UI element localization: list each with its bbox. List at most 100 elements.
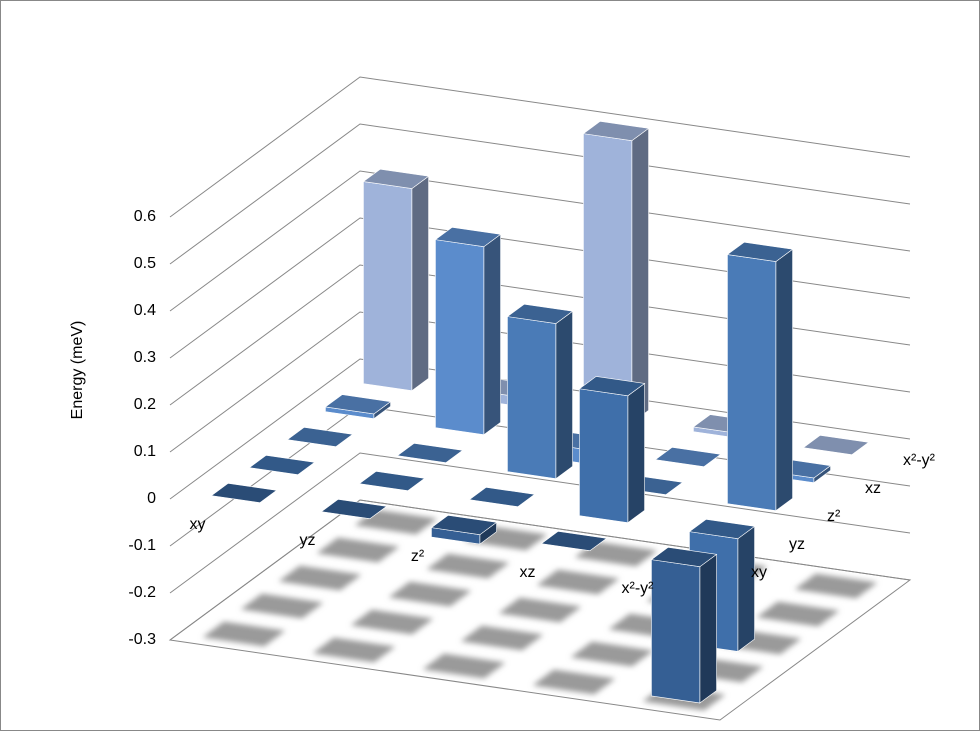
bar-top (540, 531, 608, 551)
y-tick-label: -0.3 (128, 631, 156, 648)
bar-top (210, 483, 278, 503)
bar-side (775, 248, 793, 512)
y-axis-label: Energy (meV) (69, 321, 86, 420)
bar (248, 455, 316, 475)
bar-side (555, 310, 573, 480)
y-tick-label: 0.4 (134, 302, 156, 319)
bar-front (579, 388, 629, 524)
bar-top (430, 515, 498, 535)
bar (802, 435, 870, 455)
bar-top (582, 121, 650, 141)
bar-top (362, 168, 430, 189)
bar-top (654, 447, 722, 467)
floor-shadow (312, 637, 396, 663)
bar-side (483, 233, 501, 436)
bar-side (627, 382, 645, 524)
x-tick-label: xy (190, 516, 206, 533)
floor-shadow (202, 621, 286, 647)
bar (578, 376, 646, 524)
x-tick-label: xz (520, 564, 536, 581)
bar-side (699, 553, 717, 704)
bar-front (435, 239, 485, 436)
grid-line (169, 452, 911, 594)
bar-top (324, 394, 392, 415)
bar-top (726, 241, 794, 262)
grid-line (169, 170, 911, 312)
bar-front (507, 316, 557, 480)
bar-front (363, 181, 413, 392)
bar (506, 303, 574, 480)
bar-top (802, 435, 870, 455)
grid-line (169, 76, 911, 218)
bar (362, 168, 430, 392)
bar (320, 499, 388, 519)
floor-shadow (536, 569, 620, 595)
y-tick-label: 0 (147, 490, 156, 507)
side-wall (170, 77, 360, 640)
bar-top (358, 471, 426, 491)
bar (582, 121, 650, 424)
floor-shadow (570, 641, 654, 667)
depth-tick-label: xz (865, 480, 881, 497)
bar (468, 487, 536, 507)
bar-side (737, 525, 755, 653)
floor-shadow (422, 653, 506, 679)
floor-shadow (350, 609, 434, 635)
bar (286, 427, 354, 447)
bar-front (651, 559, 701, 704)
depth-tick-label: x²-y² (903, 452, 936, 469)
floor-shadow (574, 541, 658, 567)
bar-side (411, 175, 429, 392)
grid-line (169, 217, 911, 359)
y-tick-label: -0.2 (128, 584, 156, 601)
bar (650, 547, 718, 704)
x-tick-label: x²-y² (622, 580, 655, 597)
bar (210, 483, 278, 503)
bar-top (506, 303, 574, 324)
bar-top (286, 427, 354, 447)
depth-tick-label: yz (789, 536, 805, 553)
grid-line (169, 123, 911, 265)
x-tick-label: yz (300, 532, 316, 549)
bar (540, 531, 608, 551)
floor-shadow (498, 597, 582, 623)
bar (654, 447, 722, 467)
grid-line (169, 264, 911, 406)
floor-shadow (316, 537, 400, 563)
grid-line (169, 311, 911, 453)
bar-front (727, 254, 777, 512)
floor-shadow (240, 593, 324, 619)
floor-shadow (532, 669, 616, 695)
bar (396, 443, 464, 463)
floor-shadow (756, 601, 840, 627)
bar-top (578, 376, 646, 397)
bar-top (688, 519, 756, 539)
bar (726, 241, 794, 512)
bar (324, 394, 392, 420)
bar-top (468, 487, 536, 507)
floor-shadow (388, 581, 472, 607)
x-tick-label: z² (411, 548, 425, 565)
y-tick-label: 0.2 (134, 396, 156, 413)
y-tick-label: 0.1 (134, 443, 156, 460)
bar (358, 471, 426, 491)
bar-top (248, 455, 316, 475)
depth-tick-label: z² (827, 508, 841, 525)
y-tick-label: 0.5 (134, 255, 156, 272)
y-tick-label: -0.1 (128, 537, 156, 554)
bar-top (650, 547, 718, 567)
grid-line (169, 358, 911, 500)
y-tick-label: 0.6 (134, 208, 156, 225)
bar-side (631, 127, 649, 424)
floor-shadow (354, 509, 438, 535)
bar-top (396, 443, 464, 463)
bar (434, 227, 502, 436)
floor-shadow (460, 625, 544, 651)
bar-top (320, 499, 388, 519)
floor-shadow (426, 553, 510, 579)
depth-tick-label: xy (751, 564, 767, 581)
bar-top (434, 227, 502, 247)
y-tick-label: 0.3 (134, 349, 156, 366)
floor-shadow (278, 565, 362, 591)
